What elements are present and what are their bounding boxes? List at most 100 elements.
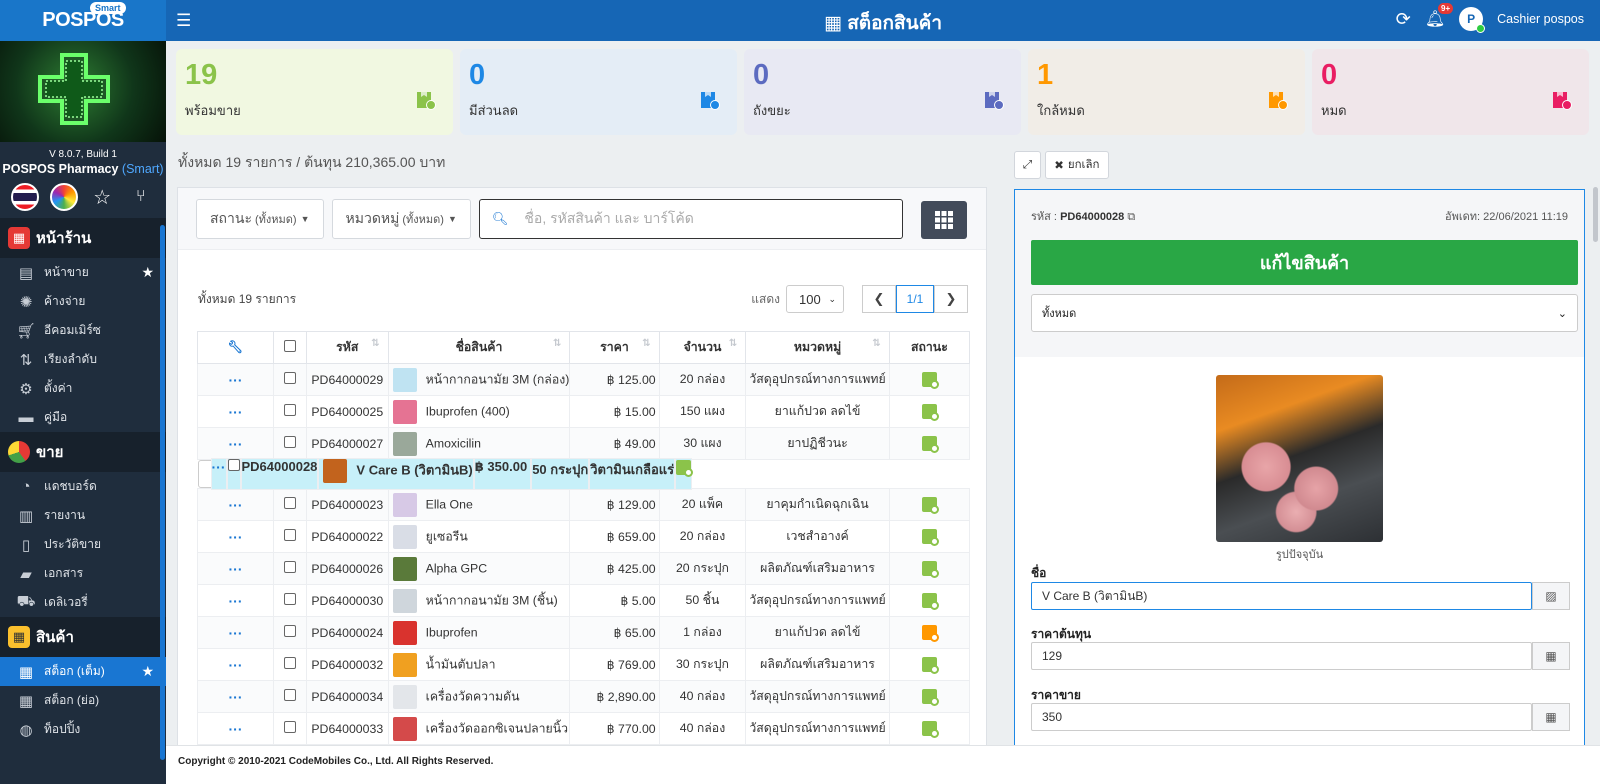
category-filter[interactable]: หมวดหมู่ (ทั้งหมด) ▼: [331, 198, 471, 239]
table-row[interactable]: ··· PD64000024 Ibuprofen ฿ 65.00 1 กล่อง ยาแก…: [197, 616, 971, 649]
row-select[interactable]: [273, 680, 307, 713]
row-menu-button[interactable]: ···: [197, 584, 274, 617]
row-menu-button[interactable]: ···: [197, 680, 274, 713]
status-card[interactable]: 1 ใกล้หมด: [1028, 49, 1305, 135]
col-category[interactable]: หมวดหมู่ ⇅: [745, 331, 890, 364]
image-picker-button[interactable]: ▨: [1532, 582, 1570, 610]
cost-price-input[interactable]: 129: [1031, 642, 1532, 670]
app-logo[interactable]: POSPOS Smart: [0, 0, 166, 41]
row-checkbox[interactable]: [283, 593, 296, 605]
status-card[interactable]: 0 ถังขยะ: [744, 49, 1021, 135]
row-select[interactable]: [273, 488, 307, 521]
grid-view-button[interactable]: [921, 201, 967, 239]
edit-product-button[interactable]: แก้ไขสินค้า: [1031, 240, 1578, 285]
select-all[interactable]: [273, 331, 307, 364]
prev-page-button[interactable]: ❮: [862, 285, 896, 313]
row-select[interactable]: [226, 458, 241, 490]
sidebar-item-sort[interactable]: ⇅ เรียงลำดับ: [0, 345, 166, 374]
row-select[interactable]: [273, 520, 307, 553]
search-input[interactable]: 🔍︎ ชื่อ, รหัสสินค้า และ บาร์โค้ด: [478, 198, 903, 239]
sale-price-input[interactable]: 350: [1031, 703, 1532, 731]
sidebar-item-delivery[interactable]: ⛟ เดลิเวอรี่: [16, 593, 88, 610]
product-name-input[interactable]: V Care B (วิตามินB): [1031, 582, 1532, 610]
col-name[interactable]: ชื่อสินค้า ⇅: [387, 331, 571, 364]
row-select[interactable]: [273, 363, 307, 396]
page-indicator[interactable]: 1/1: [896, 285, 934, 313]
copy-icon[interactable]: ⧉: [1127, 211, 1136, 223]
row-select[interactable]: [273, 584, 307, 617]
refresh-icon[interactable]: ⟳: [1395, 8, 1411, 29]
row-checkbox[interactable]: [283, 561, 296, 573]
sidebar-item-report[interactable]: ▥ รายงาน: [0, 501, 166, 530]
menu-icon[interactable]: ☰: [176, 11, 192, 30]
sidebar-item-ecommerce[interactable]: 🛒︎ อีคอมเมิร์ซ: [16, 322, 101, 340]
row-checkbox[interactable]: [283, 689, 296, 701]
table-row[interactable]: ··· PD64000027 Amoxicilin ฿ 49.00 30 แผง ยาปฏ…: [197, 427, 971, 460]
section-storefront[interactable]: ▦ หน้าร้าน: [0, 218, 166, 258]
row-checkbox[interactable]: [283, 372, 296, 384]
avatar[interactable]: P: [1459, 7, 1486, 33]
user-name[interactable]: Cashier pospos: [1497, 12, 1584, 26]
col-qty[interactable]: จำนวน ⇅: [658, 331, 747, 364]
row-checkbox[interactable]: [283, 497, 296, 509]
favorite-star-icon[interactable]: ★: [141, 663, 154, 679]
col-code[interactable]: รหัส ⇅: [305, 331, 389, 364]
row-menu-button[interactable]: ···: [197, 712, 274, 745]
sidebar-scrollbar[interactable]: [160, 225, 165, 760]
table-row[interactable]: ··· PD64000033 เครื่องวัดออกซิเจนปลายนิ้ว฿…: [197, 712, 971, 745]
branch-select[interactable]: ทั้งหมด ⌄: [1031, 294, 1578, 332]
row-select[interactable]: [273, 395, 307, 428]
col-price[interactable]: ราคา ⇅: [569, 331, 660, 364]
row-select[interactable]: [273, 616, 307, 649]
sidebar-item-manual[interactable]: ▬ คู่มือ: [0, 403, 166, 432]
row-menu-button[interactable]: ···: [197, 427, 274, 460]
row-checkbox[interactable]: [283, 625, 296, 637]
notification-bell-icon[interactable]: 🔔︎ 9+: [1425, 3, 1454, 29]
row-menu-button[interactable]: ···: [197, 363, 274, 396]
table-row[interactable]: ··· PD64000034 เครื่องวัดความดัน฿ 2,890.00…: [197, 680, 971, 713]
row-menu-button[interactable]: ···: [210, 458, 227, 490]
page-size-select[interactable]: 100 ⌄: [786, 285, 844, 313]
calculator-button[interactable]: ▦: [1532, 703, 1570, 731]
row-checkbox[interactable]: [283, 721, 296, 733]
sidebar-item-settings[interactable]: ⚙ ตั้งค่า: [0, 374, 166, 403]
table-row[interactable]: ··· PD64000023 Ella One ฿ 129.00 20 แพ็ค ยาคุ…: [197, 488, 971, 521]
row-menu-button[interactable]: ···: [197, 552, 274, 585]
sidebar-item-dashboard[interactable]: ◔ แดชบอร์ด: [0, 472, 166, 501]
status-card[interactable]: 0 มีส่วนลด: [460, 49, 737, 135]
expand-button[interactable]: ⤢: [1014, 151, 1042, 179]
sidebar-item-stock-full[interactable]: ▦ สต็อก (เต็ม) ★: [0, 657, 166, 686]
row-menu-button[interactable]: ···: [197, 395, 274, 428]
next-page-button[interactable]: ❯: [934, 285, 968, 313]
table-row[interactable]: ··· PD64000032 น้ำมันตับปลา฿ 769.00 30 กระป…: [197, 648, 971, 681]
color-wheel-icon[interactable]: [49, 183, 78, 211]
product-image[interactable]: [1216, 375, 1383, 542]
row-select[interactable]: [273, 552, 307, 585]
sidebar-item-sales-history[interactable]: ▯ ประวัติขาย: [0, 530, 166, 559]
page-scrollbar[interactable]: [1593, 187, 1598, 242]
section-sales[interactable]: ขาย: [0, 432, 166, 472]
sidebar-item-documents[interactable]: ▰ เอกสาร: [0, 559, 166, 588]
column-settings[interactable]: 🔧︎: [197, 331, 274, 364]
row-menu-button[interactable]: ···: [197, 488, 274, 521]
status-filter[interactable]: สถานะ (ทั้งหมด) ▼: [196, 198, 324, 239]
row-select[interactable]: [273, 427, 307, 460]
status-card[interactable]: 0 หมด: [1312, 49, 1589, 135]
row-checkbox[interactable]: [227, 459, 240, 471]
row-menu-button[interactable]: ···: [197, 616, 274, 649]
row-menu-button[interactable]: ···: [197, 520, 274, 553]
table-row[interactable]: ··· PD64000030 หน้ากากอนามัย 3M (ชิ้น) ฿ 5.…: [197, 584, 971, 617]
section-products[interactable]: ▦ สินค้า: [0, 617, 166, 657]
table-row[interactable]: ··· PD64000022 ยูเซอรีน฿ 659.00 20 กล่อง เวช…: [197, 520, 971, 553]
tree-icon[interactable]: ⑂: [135, 188, 146, 205]
sidebar-item-topping[interactable]: ◍ ท็อปปิ้ง: [0, 715, 166, 744]
row-checkbox[interactable]: [283, 404, 296, 416]
sidebar-item-sales-page[interactable]: ▤ หน้าขาย ★: [0, 258, 166, 287]
thai-flag-icon[interactable]: [11, 183, 40, 211]
row-checkbox[interactable]: [283, 436, 296, 448]
status-card[interactable]: 19 พร้อมขาย: [176, 49, 453, 135]
select-all-checkbox[interactable]: [283, 340, 296, 352]
sidebar-item-stock-short[interactable]: ▦ สต็อก (ย่อ): [0, 686, 166, 715]
row-checkbox[interactable]: [283, 529, 296, 541]
table-row[interactable]: ··· PD64000028 V Care B (วิตามินB) ฿ 350.00…: [197, 458, 694, 490]
